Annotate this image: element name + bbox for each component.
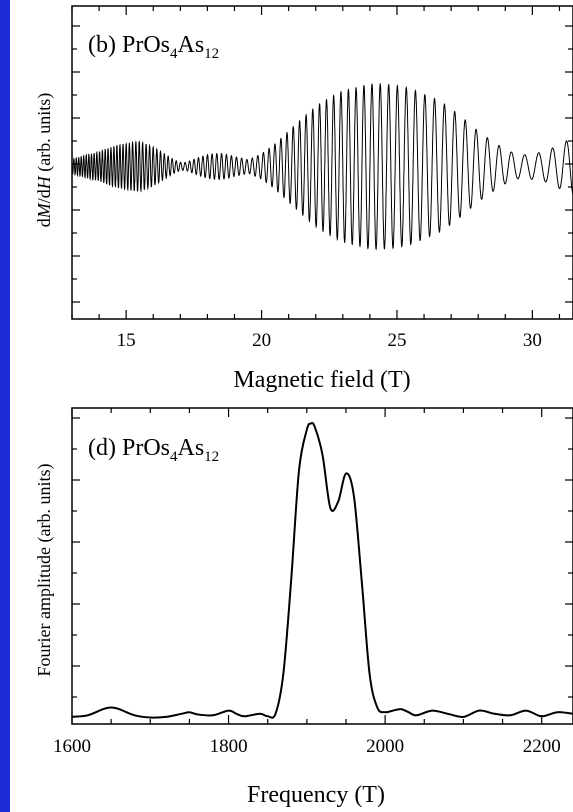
panel-b-xtick-label: 30 (523, 330, 542, 351)
panel-d-xtick-label: 2200 (523, 736, 561, 757)
panel-b-series-line (71, 82, 573, 251)
panel-b-xtick-label: 25 (387, 330, 406, 351)
panel-b-xtick-label: 15 (117, 330, 136, 351)
panel-d-xtick-label: 1800 (210, 736, 248, 757)
panel-d-frame (71, 407, 573, 725)
chart-canvas: 15 20 25 30 (b) PrOs4As12 Magnetic field (T… (34, 5, 573, 808)
panel-b-frame (71, 5, 573, 320)
panel-b-ylabel: dM/dH (arb. units) (34, 93, 55, 228)
panel-b-xlabel: Magnetic field (T) (233, 367, 410, 393)
panel-d-ticks (71, 408, 573, 724)
panel-d-xtick-label: 1600 (53, 736, 91, 757)
panel-d-xlabel: Frequency (T) (247, 782, 385, 808)
panel-b: 15 20 25 30 (b) PrOs4As12 Magnetic field (T… (34, 5, 573, 393)
panel-b-xtick-label: 20 (252, 330, 271, 351)
panel-d-tick-labels: 1600 1800 2000 2200 (53, 736, 561, 757)
panel-b-label: (b) PrOs4As12 (88, 32, 219, 62)
figure: 15 20 25 30 (b) PrOs4As12 Magnetic field (T… (10, 0, 573, 812)
panel-d-xtick-label: 2000 (366, 736, 404, 757)
panel-d-series-line (71, 421, 573, 719)
panel-b-ticks (71, 6, 573, 319)
panel-d-ylabel: Fourier amplitude (arb. units) (34, 464, 55, 677)
panel-d-label: (d) PrOs4As12 (88, 435, 219, 465)
panel-b-tick-labels: 15 20 25 30 (117, 330, 542, 351)
panel-d: 1600 1800 2000 2200 (d) PrOs4As12 Frequency… (34, 407, 573, 808)
